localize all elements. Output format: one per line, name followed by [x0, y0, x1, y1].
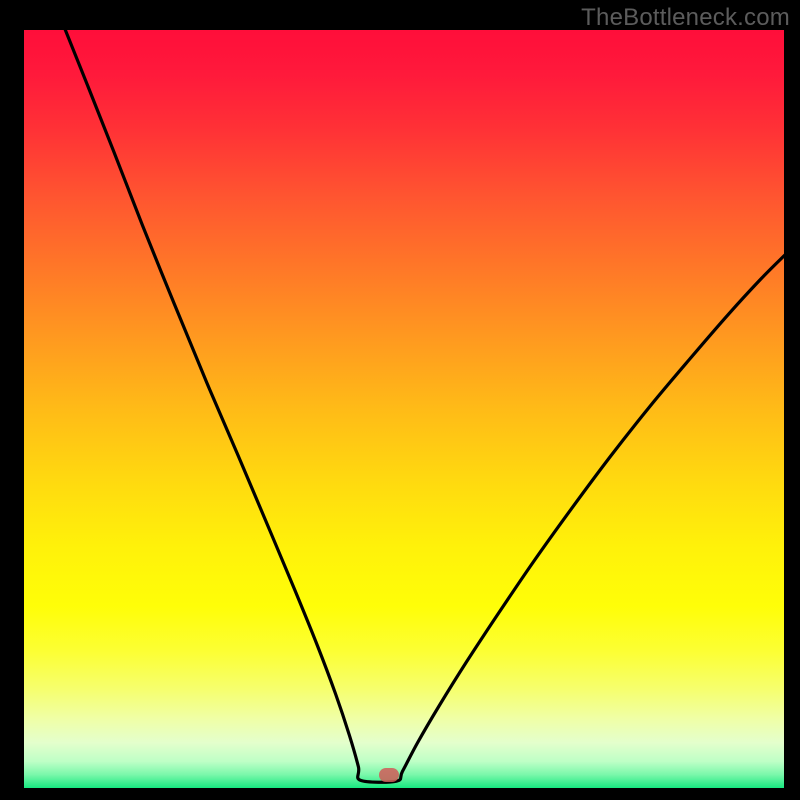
- curve-path: [64, 25, 786, 782]
- plot-area: [24, 30, 784, 788]
- watermark-text: TheBottleneck.com: [581, 4, 790, 32]
- optimal-marker: [379, 768, 399, 782]
- chart-canvas: TheBottleneck.com: [0, 0, 800, 800]
- bottleneck-curve: [24, 30, 784, 788]
